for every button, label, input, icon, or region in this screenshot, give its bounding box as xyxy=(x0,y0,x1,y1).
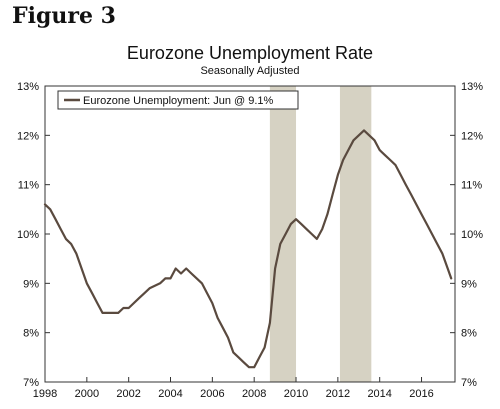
x-tick-label: 2004 xyxy=(158,388,182,400)
y-tick-label-right: 11% xyxy=(461,180,482,192)
x-tick-label: 2016 xyxy=(409,388,433,400)
x-tick-label: 1998 xyxy=(33,388,57,400)
y-tick-label-right: 8% xyxy=(461,328,477,340)
x-tick-label: 2008 xyxy=(242,388,266,400)
axis-ticks xyxy=(44,85,455,383)
y-tick-label-left: 8% xyxy=(23,328,39,340)
x-tick-label: 2000 xyxy=(75,388,99,400)
y-tick-label-right: 13% xyxy=(461,81,483,93)
x-tick-label: 2002 xyxy=(116,388,140,400)
x-tick-label: 2006 xyxy=(200,388,224,400)
legend-entry: Eurozone Unemployment: Jun @ 9.1% xyxy=(83,95,274,107)
y-tick-label-left: 10% xyxy=(17,229,39,241)
x-tick-label: 2010 xyxy=(284,388,308,400)
y-tick-label-left: 13% xyxy=(17,81,39,93)
x-tick-label: 2014 xyxy=(367,388,391,400)
chart-title: Eurozone Unemployment Rate xyxy=(126,43,374,63)
axis-tick-labels: 7% 7% 8% 8% 9% 9% 10% 10% 11% 11% 12% 12% 13% 13% 1998… xyxy=(17,81,483,400)
series-line xyxy=(43,129,453,369)
series-lines xyxy=(43,129,453,369)
legend: Eurozone Unemployment: Jun @ 9.1% xyxy=(57,90,299,110)
y-tick-label-left: 11% xyxy=(18,180,39,192)
chart-subtitle: Seasonally Adjusted xyxy=(200,65,300,77)
figure-label: Figure 3 xyxy=(12,3,116,29)
recession-band xyxy=(269,86,297,382)
x-tick-label: 2012 xyxy=(326,388,350,400)
plot-frame xyxy=(44,85,456,383)
y-tick-label-left: 7% xyxy=(23,377,39,389)
y-tick-label-right: 12% xyxy=(461,130,483,142)
legend-box xyxy=(57,90,299,110)
y-tick-label-right: 7% xyxy=(461,377,477,389)
y-tick-label-right: 9% xyxy=(461,278,477,290)
recession-bands xyxy=(269,86,372,382)
y-tick-label-left: 12% xyxy=(17,130,39,142)
y-tick-label-left: 9% xyxy=(23,278,39,290)
y-tick-label-right: 10% xyxy=(461,229,483,241)
recession-band xyxy=(339,86,372,382)
